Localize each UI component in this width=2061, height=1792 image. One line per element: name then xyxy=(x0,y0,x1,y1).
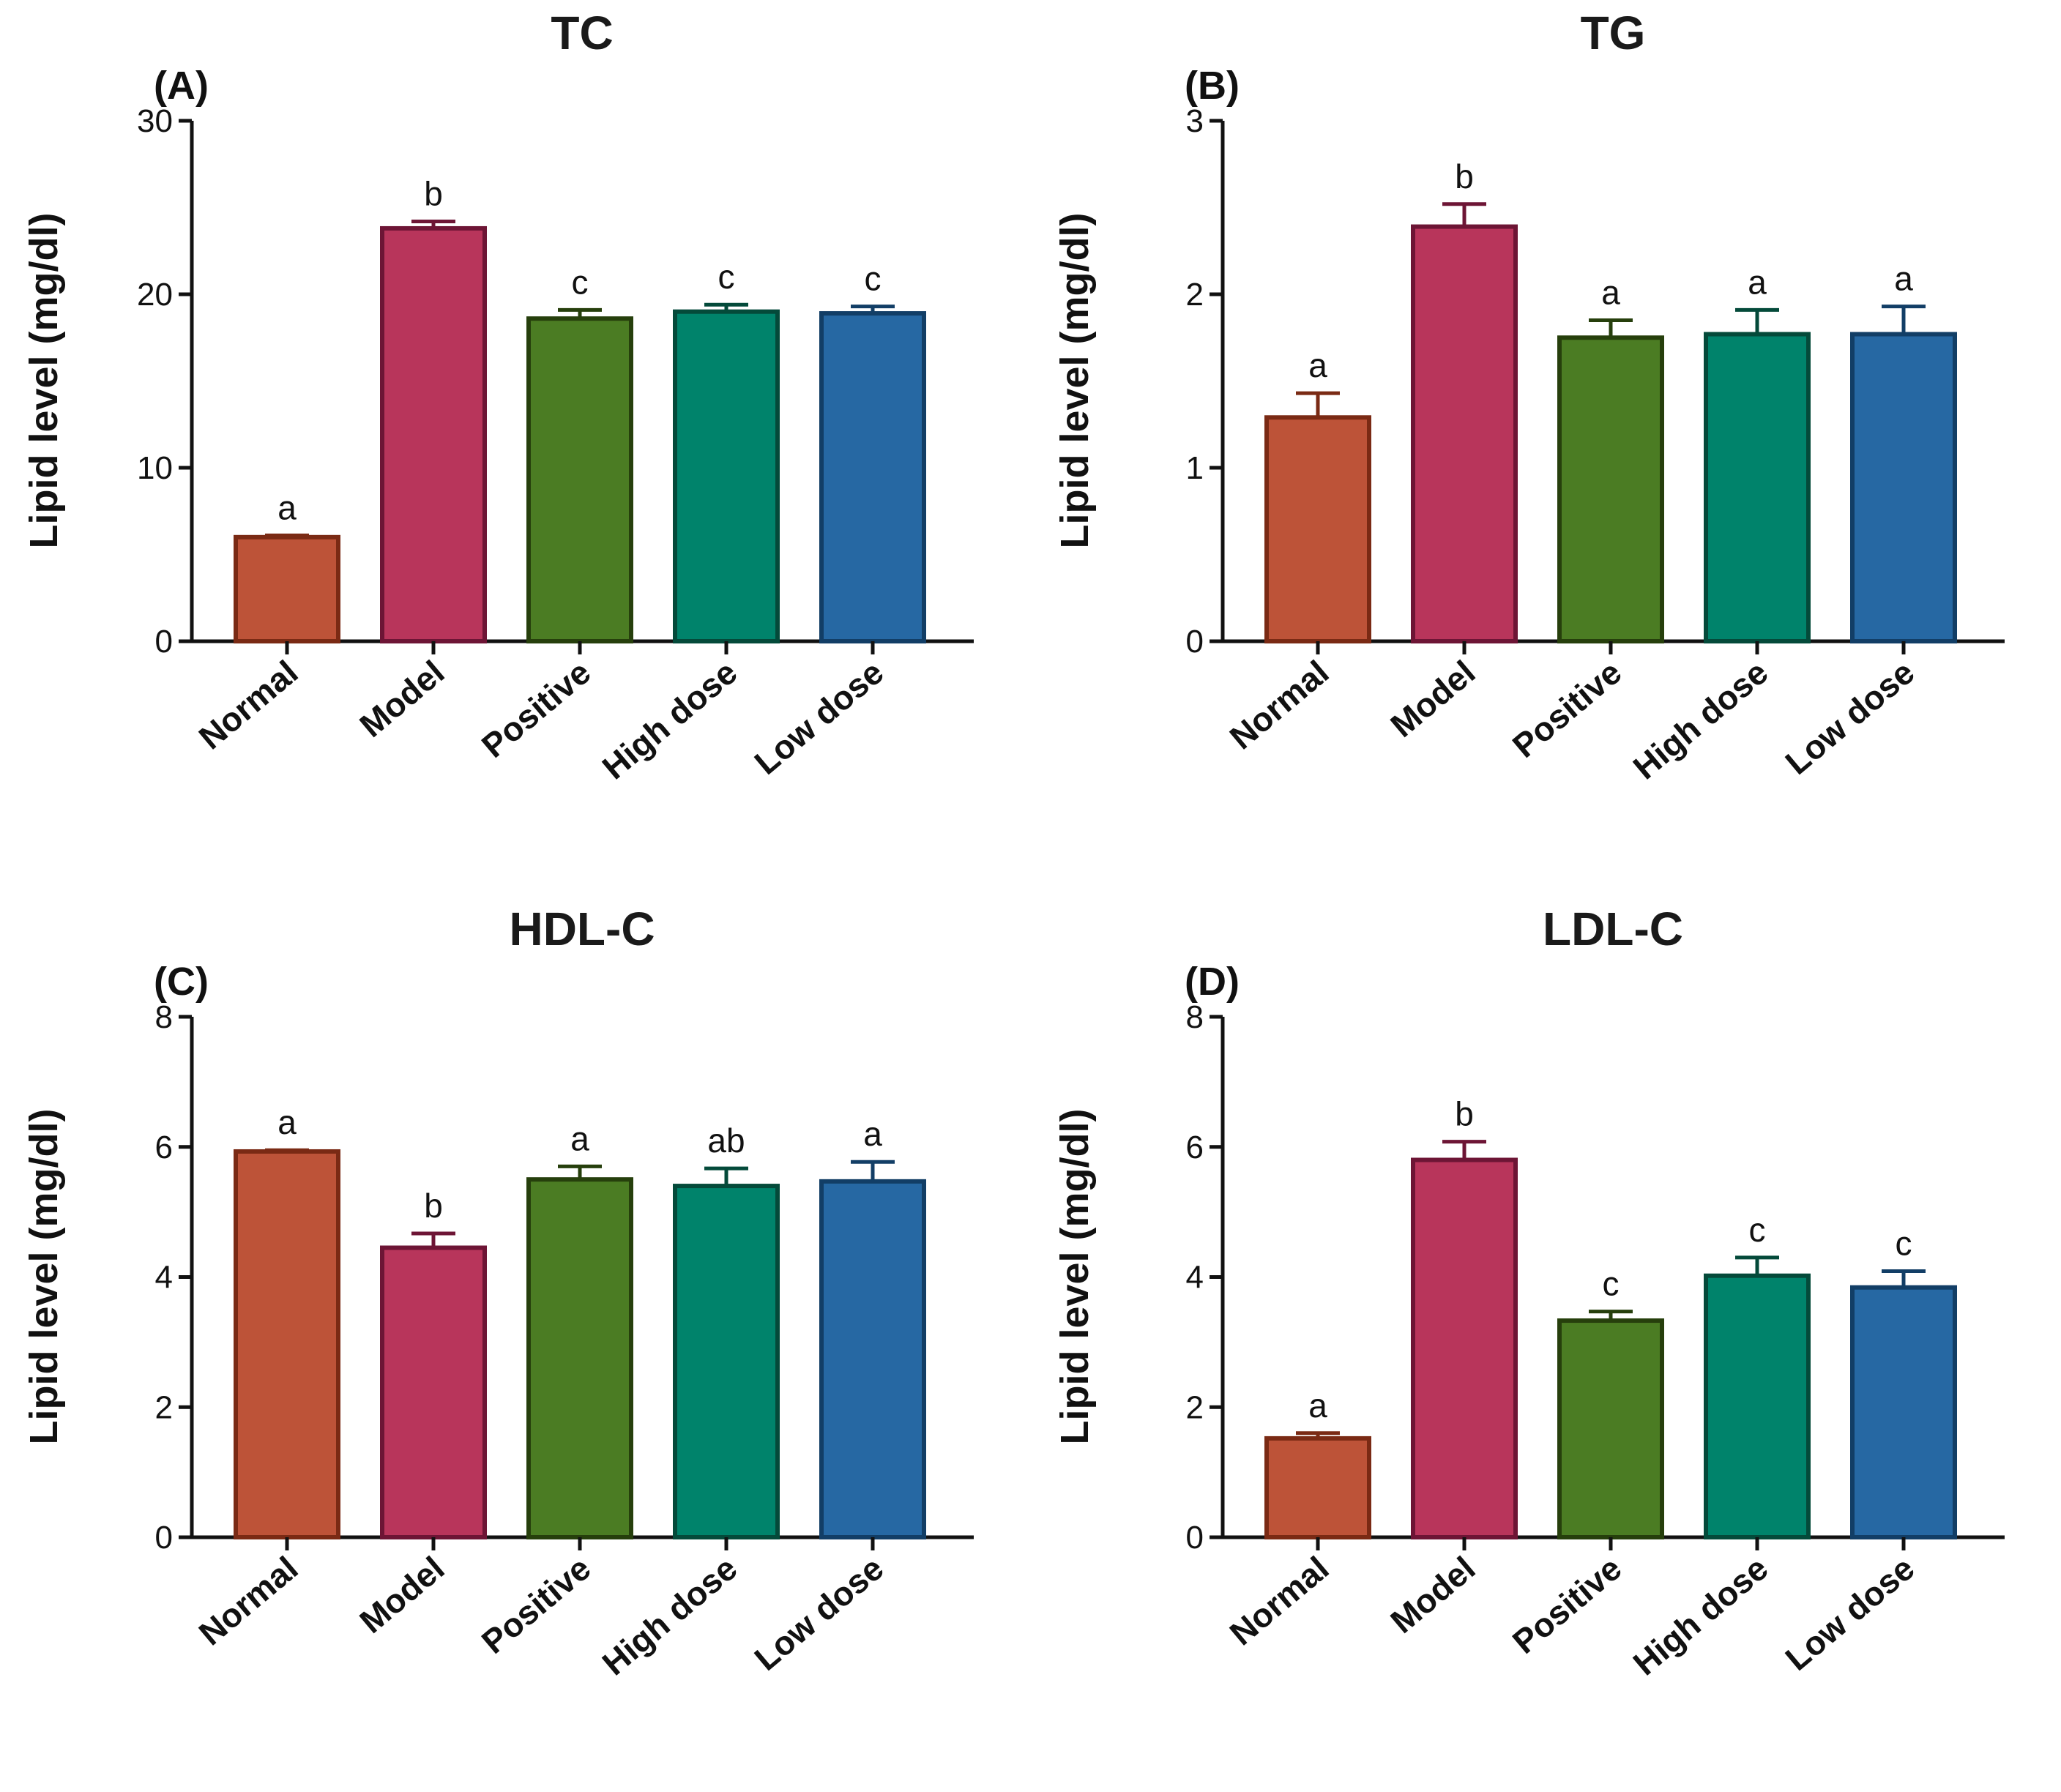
y-tick-label: 0 xyxy=(1186,1520,1204,1556)
panel-label: (C) xyxy=(154,960,209,1004)
panel-label: (D) xyxy=(1185,960,1240,1004)
y-tick-label: 0 xyxy=(155,1520,173,1556)
x-tick-label: Positive xyxy=(474,653,598,765)
significance-label: a xyxy=(1601,274,1620,312)
y-tick-label: 10 xyxy=(137,450,173,486)
x-tick-label: High dose xyxy=(1626,1549,1775,1683)
bar-normal xyxy=(234,534,340,643)
significance-label: b xyxy=(424,174,443,212)
x-tick-label: Low dose xyxy=(748,653,891,782)
bar-normal xyxy=(1264,415,1371,644)
y-tick-label: 8 xyxy=(1186,999,1204,1035)
y-tick-label: 6 xyxy=(155,1130,173,1165)
bar-positive xyxy=(526,1177,633,1539)
significance-label: c xyxy=(865,260,882,298)
bar-high-dose xyxy=(673,309,780,643)
x-tick-label: Normal xyxy=(1223,1549,1336,1653)
chart-svg: TG (B) Lipid level (mg/dl) 0 1 2 3 a Normal b Mode… xyxy=(1053,7,2005,787)
x-tick-label: Model xyxy=(352,1549,451,1640)
bar-model xyxy=(380,225,487,643)
significance-label: a xyxy=(570,1119,589,1157)
y-axis-label: Lipid level (mg/dl) xyxy=(22,1108,66,1444)
significance-label: c xyxy=(1896,1225,1912,1263)
bar-low-dose xyxy=(1850,332,1957,643)
bar-low-dose xyxy=(1850,1285,1957,1539)
significance-label: b xyxy=(1455,157,1474,195)
panel-a: TC (A) Lipid level (mg/dl) 0 10 20 30 a Normal b M… xyxy=(0,0,1030,896)
chart-svg: HDL-C (C) Lipid level (mg/dl) 0 2 4 6 8 a Normal b… xyxy=(22,903,974,1683)
bar-low-dose xyxy=(819,311,926,643)
x-tick-label: Low dose xyxy=(1778,653,1922,782)
x-tick-label: Positive xyxy=(1505,1549,1629,1661)
y-axis-label: Lipid level (mg/dl) xyxy=(1053,212,1097,548)
y-axis-label: Lipid level (mg/dl) xyxy=(22,212,66,548)
y-tick-label: 2 xyxy=(155,1389,173,1425)
x-tick-label: Model xyxy=(1383,1549,1482,1640)
significance-label: a xyxy=(1308,1386,1327,1425)
x-tick-label: Normal xyxy=(192,653,305,757)
y-tick-label: 4 xyxy=(155,1260,173,1296)
y-tick-label: 3 xyxy=(1186,103,1204,139)
x-tick-label: Model xyxy=(1383,653,1482,744)
x-tick-label: Low dose xyxy=(748,1549,891,1678)
significance-label: a xyxy=(1308,346,1327,384)
x-tick-label: High dose xyxy=(1626,653,1775,787)
x-tick-label: High dose xyxy=(595,1549,745,1683)
x-tick-label: High dose xyxy=(595,653,745,787)
significance-label: c xyxy=(572,263,589,301)
x-tick-label: Model xyxy=(352,653,451,744)
bar-model xyxy=(1411,224,1518,643)
panel-label: (B) xyxy=(1185,64,1240,108)
bar-positive xyxy=(1557,1318,1664,1539)
significance-label: b xyxy=(1455,1095,1474,1133)
y-tick-label: 6 xyxy=(1186,1130,1204,1165)
bar-low-dose xyxy=(819,1179,926,1539)
chart-title: TG xyxy=(1581,7,1646,59)
y-tick-label: 0 xyxy=(1186,624,1204,660)
x-tick-label: Normal xyxy=(192,1549,305,1653)
bar-normal xyxy=(1264,1436,1371,1539)
y-tick-label: 2 xyxy=(1186,277,1204,313)
bar-model xyxy=(380,1245,487,1539)
chart-title: LDL-C xyxy=(1543,903,1683,955)
bar-high-dose xyxy=(1704,332,1811,643)
panel-c: HDL-C (C) Lipid level (mg/dl) 0 2 4 6 8 a Normal b… xyxy=(0,896,1030,1792)
panel-label: (A) xyxy=(154,64,209,108)
chart-svg: LDL-C (D) Lipid level (mg/dl) 0 2 4 6 8 a Normal b… xyxy=(1053,903,2005,1683)
significance-label: a xyxy=(1894,260,1913,298)
y-axis-label: Lipid level (mg/dl) xyxy=(1053,1108,1097,1444)
x-tick-label: Normal xyxy=(1223,653,1336,757)
bar-model xyxy=(1411,1157,1518,1539)
bar-normal xyxy=(234,1149,340,1539)
chart-title: HDL-C xyxy=(509,903,655,955)
panel-d: LDL-C (D) Lipid level (mg/dl) 0 2 4 6 8 a Normal b… xyxy=(1031,896,2061,1792)
y-tick-label: 8 xyxy=(155,999,173,1035)
x-tick-label: Low dose xyxy=(1778,1549,1922,1678)
y-tick-label: 0 xyxy=(155,624,173,660)
bar-high-dose xyxy=(673,1184,780,1539)
y-tick-label: 4 xyxy=(1186,1260,1204,1296)
significance-label: a xyxy=(1748,263,1767,301)
y-tick-label: 2 xyxy=(1186,1389,1204,1425)
significance-label: c xyxy=(1603,1265,1620,1303)
panel-b: TG (B) Lipid level (mg/dl) 0 1 2 3 a Normal b Mode… xyxy=(1031,0,2061,896)
significance-label: c xyxy=(1749,1211,1766,1249)
bar-positive xyxy=(526,316,633,643)
bar-high-dose xyxy=(1704,1273,1811,1539)
y-tick-label: 30 xyxy=(137,103,173,139)
significance-label: c xyxy=(718,258,735,296)
chart-svg: TC (A) Lipid level (mg/dl) 0 10 20 30 a Normal b M… xyxy=(22,7,974,787)
significance-label: a xyxy=(863,1115,882,1153)
significance-label: a xyxy=(277,1103,297,1141)
x-tick-label: Positive xyxy=(474,1549,598,1661)
bar-positive xyxy=(1557,335,1664,643)
significance-label: b xyxy=(424,1187,443,1225)
y-tick-label: 20 xyxy=(137,277,173,313)
x-tick-label: Positive xyxy=(1505,653,1629,765)
significance-label: ab xyxy=(707,1121,745,1160)
y-tick-label: 1 xyxy=(1186,450,1204,486)
significance-label: a xyxy=(277,488,297,526)
chart-title: TC xyxy=(551,7,613,59)
